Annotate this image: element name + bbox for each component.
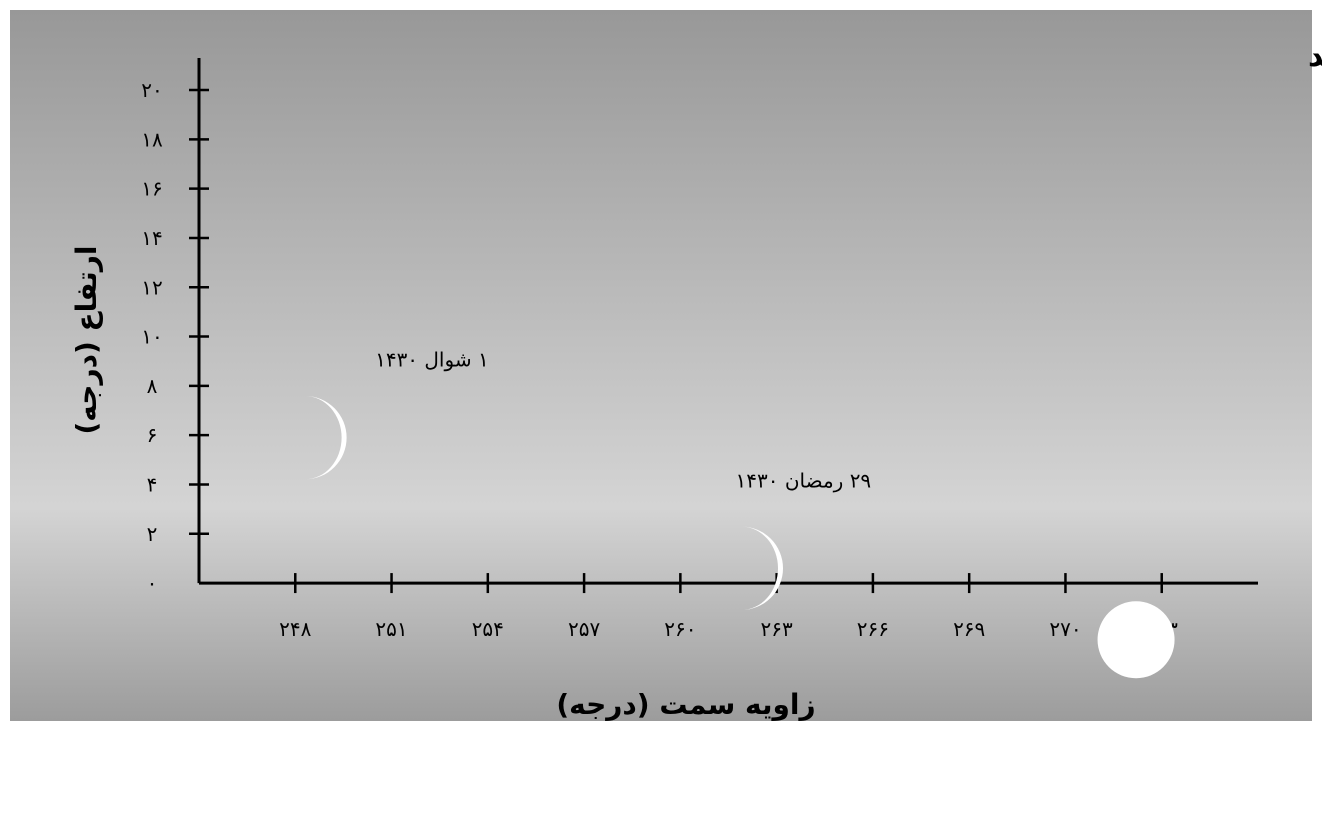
x-axis-label: زاویه سمت (درجه) [556, 688, 815, 721]
chart-title: شهریور ۱۳۸۸؛ مشهد [1308, 39, 1322, 74]
chart-background [10, 10, 1312, 721]
y-tick-label: ۰ [147, 571, 158, 595]
data-points: ۲۹ رمضان ۱۴۳۰ ۱ شوال ۱۴۳۰ [304, 348, 1175, 679]
y-tick-label: ۱۸ [141, 127, 163, 151]
y-tick-label: ۸ [147, 374, 158, 398]
y-tick-label: ۱۶ [141, 177, 162, 201]
x-tick-label: ۲۵۴ [472, 617, 504, 641]
y-axis-label: ارتفاع (درجه) [70, 245, 103, 434]
y-tick-label: ۲۰ [141, 78, 162, 102]
axes [197, 58, 1258, 585]
y-tick-label: ۱۰ [141, 325, 162, 349]
x-tick-label: ۲۶۳ [761, 617, 793, 641]
y-tick-label: ۴ [147, 472, 158, 496]
moon-disk [1097, 601, 1175, 679]
y-tick-label: ۱۴ [141, 226, 162, 250]
moon-label: ۱ شوال ۱۴۳۰ [375, 348, 489, 372]
x-tick-label: ۲۶۹ [953, 617, 985, 641]
x-tick-label: ۲۶۶ [857, 617, 889, 641]
y-tick-label: ۶ [147, 423, 158, 447]
x-tick-label: ۲۴۸ [279, 617, 311, 641]
y-tick-label: ۱۲ [141, 275, 162, 299]
x-tick-label: ۲۷۰ [1049, 617, 1081, 641]
y-tick-label: ۲ [147, 522, 158, 546]
moon-label: ۲۹ رمضان ۱۴۳۰ [736, 468, 872, 492]
x-tick-label: ۲۵۷ [568, 617, 600, 641]
x-tick-label: ۲۶۰ [664, 617, 696, 641]
x-tick-label: ۲۵۱ [375, 617, 407, 641]
